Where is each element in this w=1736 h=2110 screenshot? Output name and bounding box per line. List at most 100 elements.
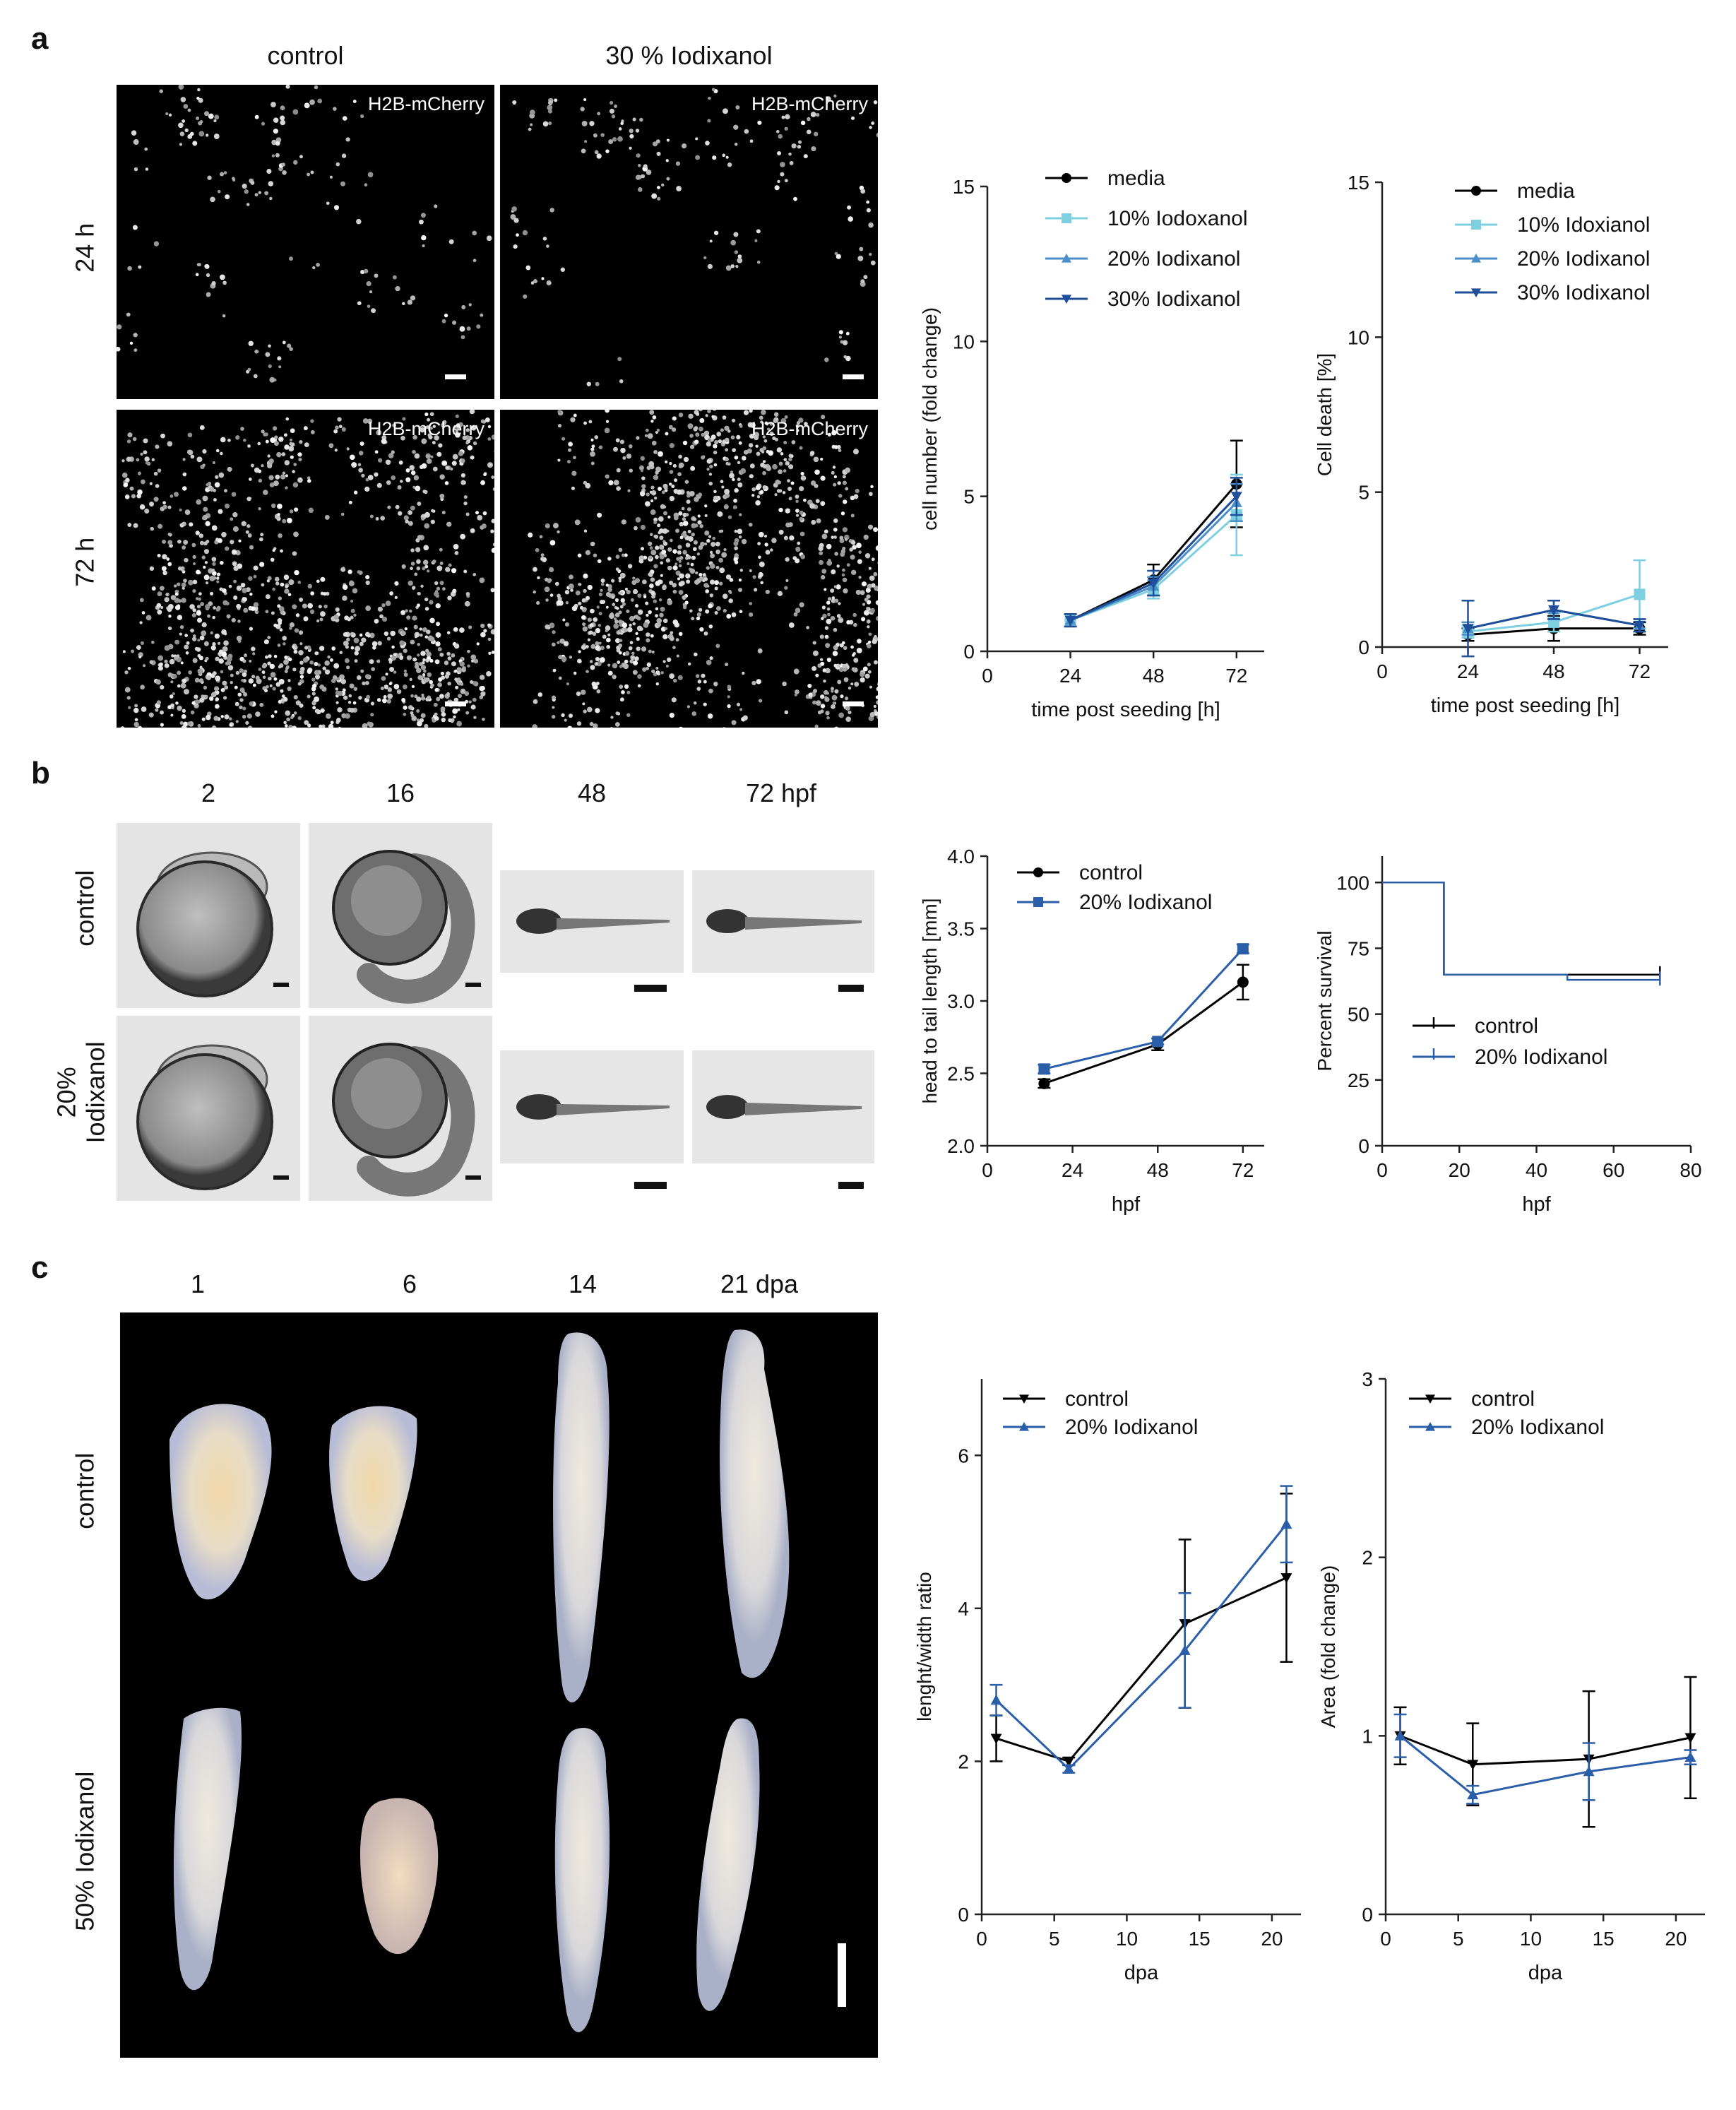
y-axis-label: cell number (fold change): [919, 307, 941, 531]
legend-label: 20% Iodixanol: [1475, 1045, 1607, 1069]
legend-label: control: [1475, 1014, 1538, 1038]
x-tick-label: 24: [1059, 665, 1081, 687]
series-line: [1399, 1734, 1691, 1766]
series-0: [989, 1493, 1293, 1767]
series-1: [1382, 882, 1661, 986]
x-tick-label: 5: [1049, 1928, 1060, 1950]
series-2: [1064, 482, 1243, 628]
micrograph-control-72h: H2B-mCherry: [117, 410, 494, 728]
y-tick-label: 2.0: [947, 1135, 975, 1157]
row-title-control: control: [70, 870, 100, 947]
series-line: [1043, 981, 1244, 1085]
y-axis-label: lenght/width ratio: [913, 1572, 935, 1721]
y-tick-label: 0: [1358, 1135, 1369, 1157]
series-line: [1044, 948, 1244, 1070]
x-tick-label: 20: [1665, 1928, 1687, 1950]
series-3: [1064, 477, 1243, 628]
planaria-1dpa-iodixanol: [173, 1707, 242, 1991]
legend-item: 10% Iodoxanol: [1045, 207, 1248, 230]
x-tick-label: 15: [1189, 1928, 1211, 1950]
data-point: [1148, 579, 1160, 589]
data-point: [1471, 254, 1481, 263]
series-line: [996, 1577, 1288, 1763]
data-point: [1033, 897, 1043, 907]
series-0: [1382, 882, 1661, 980]
scale-bar: [634, 1182, 667, 1189]
nuclei-dense: [120, 410, 494, 728]
data-point: [1548, 605, 1559, 616]
x-tick-label: 5: [1453, 1928, 1464, 1950]
planaria-6dpa-iodixanol: [360, 1798, 439, 1955]
x-tick-label: 10: [1520, 1928, 1542, 1950]
col-title-6: 6: [402, 1269, 417, 1298]
data-point: [1471, 288, 1481, 297]
chart-head-to-tail-length: 2.0 2.5 3.0 3.5 4.0 0 24 48 72 hpf head to tail le…: [919, 846, 1264, 1215]
x-tick-label: 0: [982, 1159, 993, 1181]
series-3: [1461, 599, 1646, 658]
chart-cell-death: 0 5 10 15 0 24 48 72 time post seeding [h] Cell d…: [1314, 172, 1668, 717]
data-point: [1064, 615, 1076, 627]
embryo-16hpf-control: [309, 823, 492, 1008]
legend-item: control: [1409, 1387, 1535, 1411]
panel-b-label: b: [31, 756, 50, 790]
larva-48hpf-control: [500, 870, 684, 973]
x-tick-label: 40: [1526, 1159, 1547, 1181]
y-tick-label: 6: [958, 1445, 969, 1466]
x-axis-label: dpa: [1124, 1962, 1159, 1984]
legend-item: 30% Iodixanol: [1045, 288, 1240, 311]
chart-percent-survival: 0 25 50 75 100 0 20 40 60 80 hpf Percent survival co…: [1314, 856, 1702, 1215]
data-point: [1237, 976, 1249, 988]
data-point: [1230, 492, 1242, 502]
scale-bar: [445, 374, 466, 379]
y-tick-label: 0: [1358, 636, 1369, 658]
y-tick-label: 3: [1362, 1368, 1373, 1390]
legend-item: media: [1045, 167, 1165, 190]
data-point: [1019, 1422, 1029, 1431]
y-tick-label: 25: [1348, 1069, 1369, 1091]
legend-label: 20% Iodixanol: [1079, 891, 1212, 914]
col-title-14: 14: [568, 1269, 598, 1298]
series-line: [1070, 502, 1237, 622]
data-point: [1019, 1394, 1029, 1404]
data-point: [1280, 1573, 1292, 1584]
data-point: [1179, 1644, 1191, 1655]
x-tick-label: 0: [1377, 1159, 1388, 1181]
series-0: [1038, 964, 1249, 1089]
series-line: [995, 1523, 1288, 1771]
planaria-14dpa-iodixanol: [554, 1728, 610, 2032]
y-tick-label: 75: [1348, 937, 1369, 959]
row-title-24h: 24 h: [70, 223, 100, 273]
data-point: [1425, 1422, 1435, 1431]
nuclei-dense: [528, 410, 878, 728]
x-axis-label: hpf: [1522, 1193, 1551, 1215]
x-axis-label: time post seeding [h]: [1431, 694, 1620, 717]
col-title-1: 1: [190, 1269, 206, 1298]
legend-label: 10% Iodoxanol: [1107, 207, 1248, 230]
y-tick-label: 10: [1348, 326, 1369, 348]
data-point: [1583, 1765, 1595, 1777]
legend-label: control: [1079, 861, 1143, 884]
series-line: [1069, 495, 1237, 622]
col-title-21dpa: 21 dpa: [720, 1269, 799, 1298]
series-1: [989, 1485, 1293, 1774]
y-tick-label: 2: [958, 1750, 969, 1772]
y-tick-label: 15: [953, 176, 975, 198]
survival-curve: [1382, 882, 1660, 976]
data-point: [1038, 1063, 1050, 1075]
x-tick-label: 48: [1143, 665, 1165, 687]
scale-bar: [273, 1175, 289, 1180]
legend-label: 20% Iodixanol: [1517, 247, 1650, 271]
x-axis-label: time post seeding [h]: [1031, 699, 1220, 721]
micrograph-control-24h: H2B-mCherry: [117, 85, 494, 399]
data-point: [1237, 943, 1249, 955]
y-tick-label: 50: [1348, 1004, 1369, 1026]
data-point: [1634, 588, 1646, 600]
data-point: [1033, 867, 1043, 877]
x-tick-label: 0: [976, 1928, 987, 1950]
scale-bar: [634, 985, 667, 992]
series-line: [1399, 1735, 1691, 1796]
legend-item: 30% Iodixanol: [1455, 281, 1650, 304]
data-point: [1062, 213, 1071, 223]
image-tag: H2B-mCherry: [367, 418, 484, 439]
